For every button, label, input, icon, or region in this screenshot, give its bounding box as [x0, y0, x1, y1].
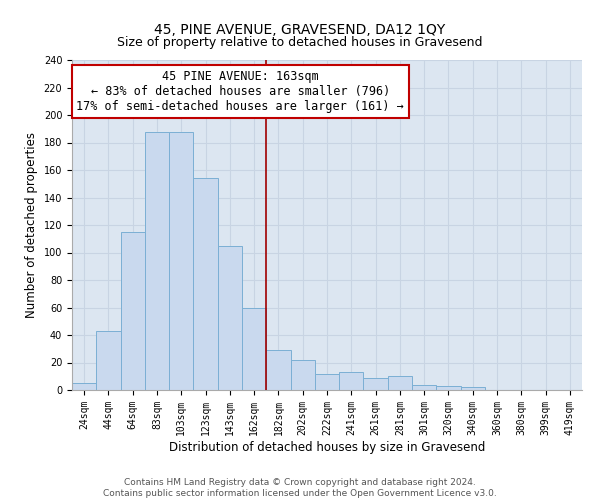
Text: Contains HM Land Registry data © Crown copyright and database right 2024.
Contai: Contains HM Land Registry data © Crown c…: [103, 478, 497, 498]
Bar: [193, 178, 218, 390]
Bar: [96, 331, 121, 390]
X-axis label: Distribution of detached houses by size in Gravesend: Distribution of detached houses by size …: [169, 440, 485, 454]
Bar: [412, 384, 436, 390]
Text: Size of property relative to detached houses in Gravesend: Size of property relative to detached ho…: [117, 36, 483, 49]
Bar: [242, 308, 266, 390]
Bar: [72, 383, 96, 390]
Bar: [266, 350, 290, 390]
Text: 45, PINE AVENUE, GRAVESEND, DA12 1QY: 45, PINE AVENUE, GRAVESEND, DA12 1QY: [154, 22, 446, 36]
Bar: [461, 387, 485, 390]
Bar: [145, 132, 169, 390]
Bar: [290, 360, 315, 390]
Bar: [169, 132, 193, 390]
Y-axis label: Number of detached properties: Number of detached properties: [25, 132, 38, 318]
Bar: [121, 232, 145, 390]
Bar: [436, 386, 461, 390]
Bar: [315, 374, 339, 390]
Text: 45 PINE AVENUE: 163sqm
← 83% of detached houses are smaller (796)
17% of semi-de: 45 PINE AVENUE: 163sqm ← 83% of detached…: [76, 70, 404, 113]
Bar: [339, 372, 364, 390]
Bar: [388, 376, 412, 390]
Bar: [218, 246, 242, 390]
Bar: [364, 378, 388, 390]
